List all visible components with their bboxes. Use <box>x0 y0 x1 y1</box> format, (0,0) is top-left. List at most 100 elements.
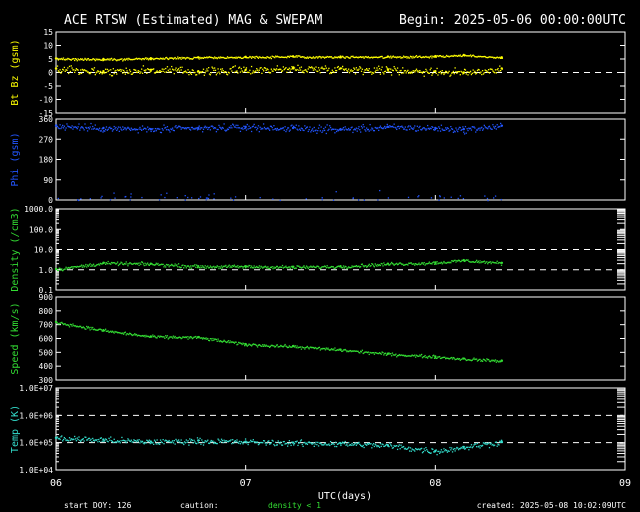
data-dot <box>215 57 218 59</box>
data-dot <box>252 125 254 127</box>
data-dot <box>419 55 421 57</box>
data-dot <box>302 129 304 131</box>
data-dot <box>481 444 484 447</box>
data-dot <box>223 265 225 267</box>
data-dot <box>268 56 270 59</box>
data-dot <box>159 57 162 59</box>
data-dot <box>218 340 220 342</box>
data-dot <box>178 336 181 338</box>
data-dot <box>323 443 326 445</box>
data-dot <box>341 56 343 58</box>
data-dot <box>285 265 287 267</box>
data-dot <box>160 263 163 265</box>
data-dot <box>97 329 99 332</box>
data-dot <box>335 445 338 448</box>
data-dot <box>195 74 197 76</box>
data-dot <box>233 126 236 128</box>
data-dot <box>378 129 380 132</box>
data-dot <box>208 266 211 269</box>
data-dot <box>111 75 114 77</box>
data-dot <box>493 57 495 59</box>
data-dot <box>252 267 254 269</box>
data-dot <box>209 441 212 443</box>
data-dot <box>305 70 308 72</box>
data-dot <box>82 127 84 129</box>
data-dot <box>453 447 455 450</box>
data-dot <box>278 346 280 348</box>
data-dot <box>329 126 332 129</box>
data-dot <box>324 442 327 444</box>
data-dot <box>142 128 145 131</box>
data-dot <box>460 358 462 361</box>
data-dot <box>174 263 176 265</box>
data-dot <box>302 266 304 268</box>
data-dot <box>471 54 473 57</box>
caution-label: caution: <box>180 501 219 510</box>
data-dot <box>421 128 424 130</box>
data-dot <box>164 71 166 73</box>
data-dot <box>197 442 200 444</box>
data-dot <box>165 336 168 339</box>
data-dot <box>285 56 287 58</box>
data-dot <box>432 355 434 357</box>
data-dot <box>127 126 129 129</box>
data-dot <box>122 439 125 441</box>
data-dot <box>166 335 169 337</box>
data-dot <box>81 58 84 60</box>
data-dot <box>102 72 104 74</box>
data-dot <box>461 447 463 449</box>
data-dot <box>402 128 405 130</box>
data-dot <box>492 70 494 72</box>
data-dot <box>232 124 235 126</box>
data-dot <box>270 266 272 269</box>
data-dot <box>457 197 459 200</box>
data-dot <box>457 449 460 451</box>
data-dot <box>372 56 375 58</box>
data-dot <box>362 56 364 58</box>
data-dot <box>433 70 436 72</box>
data-dot <box>165 56 168 59</box>
data-dot <box>480 55 482 58</box>
data-dot <box>480 127 482 129</box>
data-dot <box>416 355 418 357</box>
data-dot <box>226 341 229 343</box>
data-dot <box>83 266 85 268</box>
data-dot <box>243 343 245 345</box>
data-dot <box>116 331 118 333</box>
data-dot <box>109 126 111 128</box>
data-dot <box>364 443 366 445</box>
data-dot <box>171 65 173 68</box>
data-dot <box>159 264 161 266</box>
data-dot <box>276 127 279 130</box>
data-dot <box>328 128 330 130</box>
data-dot <box>430 452 432 454</box>
data-dot <box>239 266 242 268</box>
data-dot <box>373 67 376 69</box>
data-dot <box>432 448 434 451</box>
data-dot <box>72 438 74 440</box>
data-dot <box>384 444 387 447</box>
y-tick-label: 700 <box>39 321 54 330</box>
data-dot <box>281 345 283 347</box>
data-dot <box>112 68 114 70</box>
data-dot <box>384 125 386 128</box>
data-dot <box>126 127 128 130</box>
data-dot <box>293 56 295 58</box>
data-dot <box>433 56 436 58</box>
data-dot <box>275 444 278 446</box>
data-point <box>102 57 105 61</box>
data-dot <box>321 56 323 58</box>
data-dot <box>262 70 265 72</box>
data-dot <box>311 346 314 349</box>
data-dot <box>190 267 193 269</box>
data-dot <box>264 128 266 130</box>
data-dot <box>124 73 127 75</box>
data-dot <box>118 440 120 442</box>
data-dot <box>176 70 178 72</box>
data-dot <box>362 352 364 355</box>
data-dot <box>130 127 133 129</box>
data-dot <box>237 265 239 267</box>
data-dot <box>300 56 303 58</box>
data-dot <box>223 123 225 125</box>
data-dot <box>98 71 100 73</box>
